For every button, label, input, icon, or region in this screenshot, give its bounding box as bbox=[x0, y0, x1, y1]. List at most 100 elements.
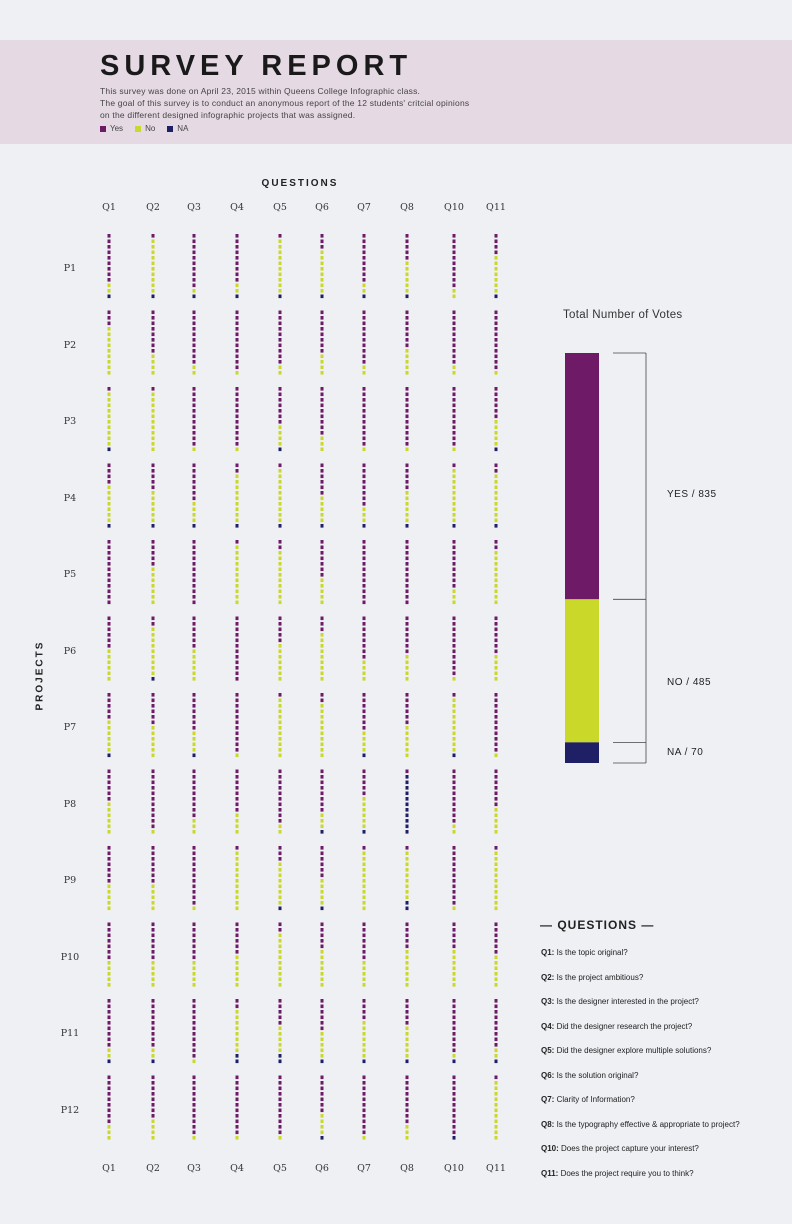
no-vote-cell bbox=[235, 518, 239, 523]
yes-vote-cell bbox=[452, 901, 456, 905]
yes-vote-cell bbox=[151, 922, 155, 927]
yes-vote-cell bbox=[151, 1032, 155, 1036]
no-vote-cell bbox=[235, 578, 239, 583]
no-vote-cell bbox=[320, 644, 324, 648]
yes-vote-cell bbox=[235, 950, 239, 954]
yes-vote-cell bbox=[278, 1108, 282, 1113]
no-vote-cell bbox=[192, 977, 196, 982]
project-label: P7 bbox=[63, 722, 77, 733]
yes-vote-cell bbox=[192, 1048, 196, 1053]
no-vote-cell bbox=[151, 655, 155, 659]
yes-vote-cell bbox=[235, 278, 239, 282]
yes-vote-cell bbox=[320, 873, 324, 878]
legend: Yes No NA bbox=[100, 124, 200, 133]
yes-vote-cell bbox=[192, 775, 196, 779]
yes-vote-cell bbox=[107, 1086, 111, 1091]
no-vote-cell bbox=[235, 879, 239, 883]
total-na-segment bbox=[565, 742, 599, 763]
question-item: Q11: Does the project require you to thi… bbox=[541, 1169, 694, 1178]
no-vote-cell bbox=[278, 830, 282, 834]
no-vote-cell bbox=[192, 742, 196, 747]
yes-vote-cell bbox=[405, 698, 409, 703]
question-label-top: Q4 bbox=[230, 202, 244, 213]
no-vote-cell bbox=[405, 491, 409, 495]
no-vote-cell bbox=[235, 545, 239, 550]
na-vote-cell bbox=[107, 1059, 111, 1064]
no-vote-cell bbox=[235, 862, 239, 867]
yes-vote-cell bbox=[107, 469, 111, 473]
yes-vote-cell bbox=[192, 955, 196, 960]
yes-vote-cell bbox=[192, 567, 196, 572]
yes-vote-cell bbox=[278, 463, 282, 468]
na-vote-cell bbox=[405, 775, 409, 779]
yes-vote-cell bbox=[452, 1119, 456, 1124]
no-vote-cell bbox=[494, 278, 498, 282]
yes-vote-cell bbox=[107, 862, 111, 867]
question-item: Q5: Did the designer explore multiple so… bbox=[541, 1046, 711, 1055]
no-vote-cell bbox=[452, 737, 456, 741]
yes-vote-cell bbox=[405, 999, 409, 1003]
yes-vote-cell bbox=[192, 895, 196, 900]
no-vote-cell bbox=[320, 638, 324, 643]
no-vote-cell bbox=[151, 250, 155, 255]
no-vote-cell bbox=[452, 491, 456, 495]
no-vote-cell bbox=[107, 802, 111, 807]
no-vote-cell bbox=[278, 595, 282, 599]
na-vote-cell bbox=[405, 780, 409, 785]
yes-vote-cell bbox=[278, 693, 282, 697]
yes-vote-cell bbox=[107, 573, 111, 577]
no-vote-cell bbox=[494, 442, 498, 446]
yes-vote-cell bbox=[452, 354, 456, 359]
yes-vote-cell bbox=[107, 387, 111, 391]
question-label-bottom: Q11 bbox=[486, 1163, 506, 1174]
no-vote-cell bbox=[405, 1037, 409, 1042]
yes-vote-cell bbox=[151, 1097, 155, 1102]
total-no-segment bbox=[565, 599, 599, 743]
no-vote-cell bbox=[107, 420, 111, 424]
yes-vote-cell bbox=[235, 649, 239, 654]
yes-vote-cell bbox=[494, 365, 498, 370]
yes-vote-cell bbox=[278, 1092, 282, 1096]
yes-vote-cell bbox=[235, 709, 239, 714]
no-vote-cell bbox=[452, 983, 456, 987]
yes-vote-cell bbox=[452, 310, 456, 315]
no-vote-cell bbox=[494, 977, 498, 982]
yes-vote-cell bbox=[362, 616, 366, 621]
no-vote-cell bbox=[362, 862, 366, 867]
yes-vote-cell bbox=[192, 1086, 196, 1091]
yes-vote-cell bbox=[235, 786, 239, 790]
yes-vote-cell bbox=[107, 261, 111, 266]
yes-vote-cell bbox=[452, 1010, 456, 1014]
no-vote-cell bbox=[494, 884, 498, 889]
no-vote-cell bbox=[107, 442, 111, 446]
yes-vote-cell bbox=[405, 392, 409, 397]
yes-vote-cell bbox=[494, 698, 498, 703]
yes-vote-cell bbox=[494, 649, 498, 654]
no-vote-cell bbox=[151, 420, 155, 424]
yes-vote-cell bbox=[452, 791, 456, 796]
no-vote-cell bbox=[151, 748, 155, 752]
no-vote-cell bbox=[494, 819, 498, 823]
no-vote-cell bbox=[494, 551, 498, 555]
project-label: P5 bbox=[63, 569, 77, 580]
yes-vote-cell bbox=[405, 715, 409, 719]
no-vote-cell bbox=[107, 485, 111, 490]
yes-vote-cell bbox=[405, 633, 409, 637]
no-vote-cell bbox=[494, 502, 498, 506]
yes-vote-cell bbox=[405, 469, 409, 473]
no-vote-cell bbox=[235, 1136, 239, 1140]
yes-vote-cell bbox=[107, 551, 111, 555]
description-line: The goal of this survey is to conduct an… bbox=[100, 98, 470, 108]
no-vote-cell bbox=[320, 436, 324, 441]
yes-vote-cell bbox=[362, 387, 366, 391]
no-vote-cell bbox=[362, 748, 366, 752]
no-vote-cell bbox=[151, 354, 155, 359]
no-vote-cell bbox=[235, 890, 239, 894]
no-vote-cell bbox=[494, 961, 498, 965]
no-vote-cell bbox=[192, 1059, 196, 1064]
yes-vote-cell bbox=[107, 622, 111, 626]
yes-vote-cell bbox=[107, 278, 111, 282]
yes-vote-cell bbox=[452, 387, 456, 391]
yes-vote-cell bbox=[362, 573, 366, 577]
yes-vote-cell bbox=[107, 234, 111, 238]
